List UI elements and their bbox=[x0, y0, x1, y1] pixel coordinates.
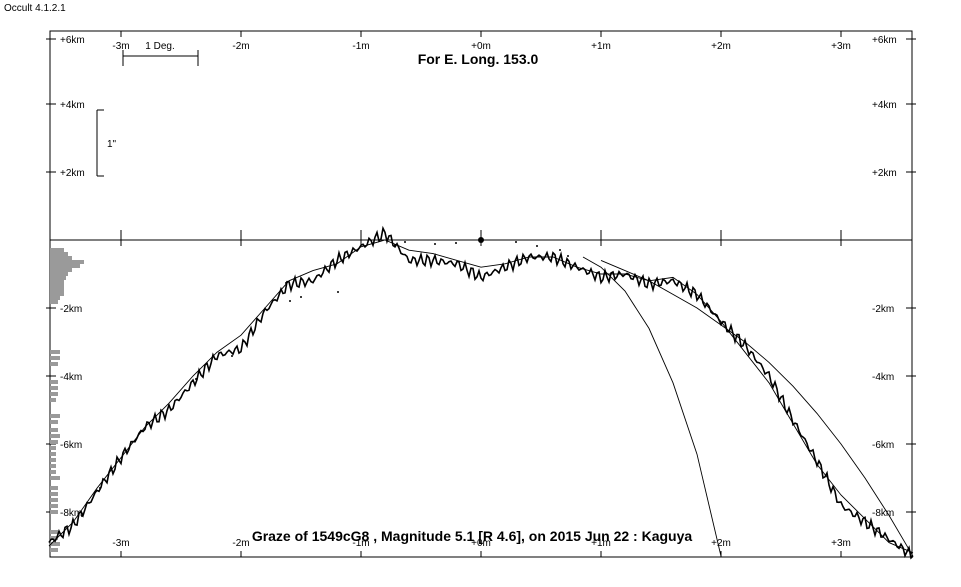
x-tick-label-top: -1m bbox=[352, 41, 369, 52]
observation-point bbox=[536, 245, 538, 247]
histogram-bar bbox=[50, 288, 64, 292]
observation-point bbox=[300, 296, 302, 298]
y-tick-label-left: +4km bbox=[60, 100, 85, 111]
histogram-bar bbox=[50, 458, 56, 462]
histogram-bar bbox=[50, 276, 66, 280]
app-title: Occult 4.1.2.1 bbox=[4, 3, 66, 14]
histogram-bar bbox=[50, 446, 56, 450]
limb-profile-line bbox=[48, 225, 914, 560]
histogram-bar bbox=[50, 386, 58, 390]
y-tick-label-left: -4km bbox=[60, 372, 82, 383]
observation-point bbox=[404, 241, 406, 243]
histogram-bar bbox=[50, 268, 72, 272]
x-tick-label-top: +2m bbox=[711, 41, 731, 52]
observation-point bbox=[567, 255, 569, 257]
histogram-bar bbox=[50, 284, 64, 288]
y-tick-label-left: -2km bbox=[60, 304, 82, 315]
histogram-bar bbox=[50, 530, 58, 534]
y-tick-label-right: +4km bbox=[872, 100, 897, 111]
observation-point bbox=[289, 300, 291, 302]
y-tick-label-left: +2km bbox=[60, 168, 85, 179]
histogram-bar bbox=[50, 260, 84, 264]
histogram-bar bbox=[50, 504, 58, 508]
x-tick-label-top: -3m bbox=[112, 41, 129, 52]
histogram-bar bbox=[50, 464, 56, 468]
histogram-bar bbox=[50, 434, 60, 438]
y-tick-label-left: -8km bbox=[60, 508, 82, 519]
histogram-bar bbox=[50, 510, 58, 514]
x-tick-label-top: +0m bbox=[471, 41, 491, 52]
histogram-bar bbox=[50, 420, 58, 424]
histogram-bar bbox=[50, 414, 60, 418]
histogram-bar bbox=[50, 440, 58, 444]
y-tick-label-right: +6km bbox=[872, 35, 897, 46]
y-tick-label-right: -2km bbox=[872, 304, 894, 315]
histogram-bar bbox=[50, 548, 58, 552]
histogram-bar bbox=[50, 392, 58, 396]
chart-title: For E. Long. 153.0 bbox=[418, 51, 539, 67]
histogram-bar bbox=[50, 428, 58, 432]
plot-frame bbox=[49, 30, 913, 558]
histogram-bar bbox=[50, 362, 58, 366]
chart-caption: Graze of 1549cG8 , Magnitude 5.1 [R 4.6]… bbox=[252, 528, 693, 544]
histogram-bar bbox=[50, 536, 58, 540]
y-tick-label-left: -6km bbox=[60, 440, 82, 451]
observation-point bbox=[515, 241, 517, 243]
star-marker bbox=[478, 237, 484, 243]
histogram-bar bbox=[50, 470, 56, 474]
histogram-bar bbox=[50, 300, 58, 304]
observation-point bbox=[231, 355, 233, 357]
y-tick-label-right: -8km bbox=[872, 508, 894, 519]
histogram-bar bbox=[50, 498, 58, 502]
histogram-bar bbox=[50, 398, 56, 402]
histogram-bar bbox=[50, 492, 58, 496]
histogram-bar bbox=[50, 350, 60, 354]
deg-scale-label: 1 Deg. bbox=[145, 41, 174, 52]
histogram-bar bbox=[50, 476, 60, 480]
mean-limb-line bbox=[48, 239, 914, 554]
limit-curve-b bbox=[582, 256, 722, 557]
x-tick-label-top: -2m bbox=[232, 41, 249, 52]
y-tick-label-right: +2km bbox=[872, 168, 897, 179]
y-tick-label-left: +6km bbox=[60, 35, 85, 46]
arcsec-scale-label: 1" bbox=[107, 139, 117, 150]
x-tick-label-bottom: -3m bbox=[112, 538, 129, 549]
observation-point bbox=[337, 291, 339, 293]
histogram-bar bbox=[50, 542, 60, 546]
histogram-bar bbox=[50, 256, 72, 260]
x-tick-label-bottom: +1m bbox=[591, 538, 611, 549]
histogram-bar bbox=[50, 252, 68, 256]
x-tick-label-bottom: -1m bbox=[352, 538, 369, 549]
limit-curve-a bbox=[600, 259, 914, 557]
y-tick-label-right: -6km bbox=[872, 440, 894, 451]
histogram-bar bbox=[50, 248, 64, 252]
x-tick-label-top: +1m bbox=[591, 41, 611, 52]
histogram-bar bbox=[50, 356, 60, 360]
observation-point bbox=[559, 249, 561, 251]
x-tick-label-bottom: +2m bbox=[711, 538, 731, 549]
histogram-bar bbox=[50, 292, 64, 296]
x-tick-label-bottom: +3m bbox=[831, 538, 851, 549]
observation-point bbox=[434, 243, 436, 245]
histogram-bar bbox=[50, 264, 80, 268]
observation-point bbox=[455, 242, 457, 244]
histogram-bar bbox=[50, 486, 58, 490]
histogram-bar bbox=[50, 452, 56, 456]
x-tick-label-bottom: -2m bbox=[232, 538, 249, 549]
histogram-bar bbox=[50, 272, 68, 276]
x-tick-label-top: +3m bbox=[831, 41, 851, 52]
histogram-bar bbox=[50, 296, 60, 300]
y-tick-label-right: -4km bbox=[872, 372, 894, 383]
histogram-bar bbox=[50, 280, 64, 284]
x-tick-label-bottom: +0m bbox=[471, 538, 491, 549]
histogram-bar bbox=[50, 380, 58, 384]
